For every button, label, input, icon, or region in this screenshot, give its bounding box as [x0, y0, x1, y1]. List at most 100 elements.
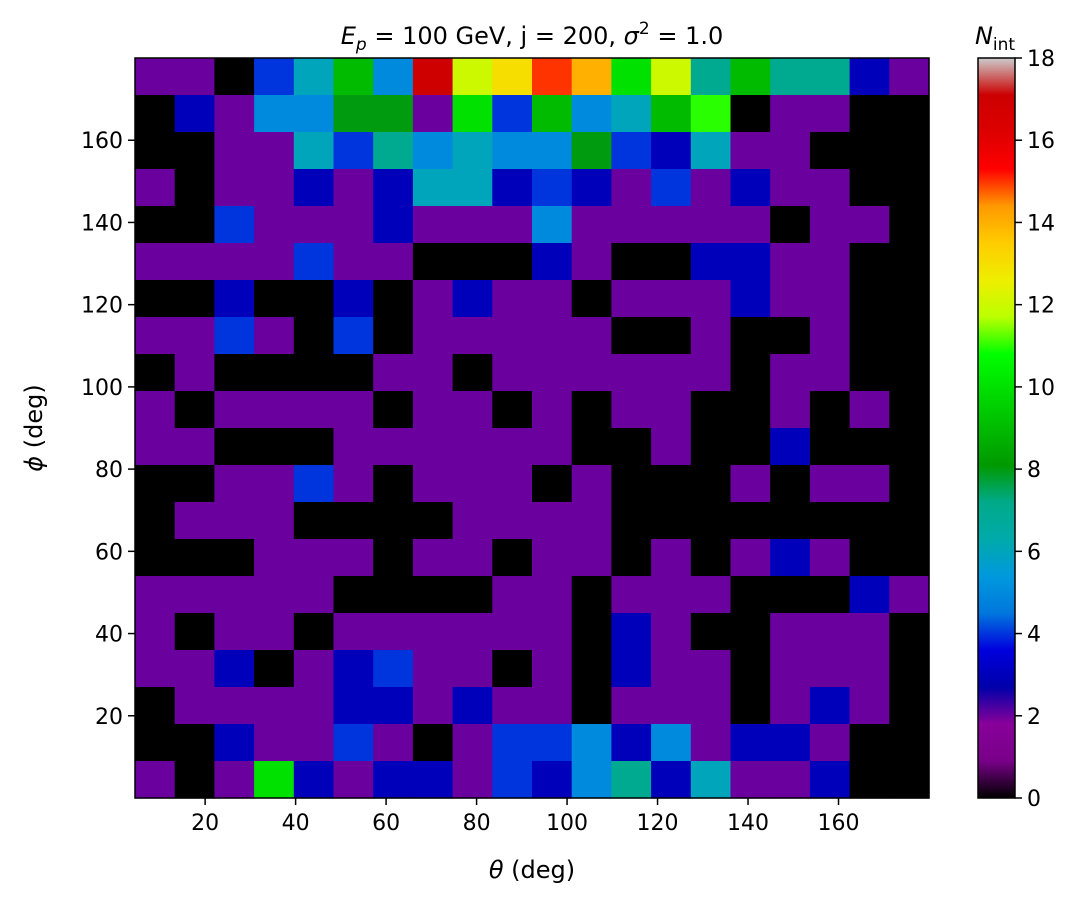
heatmap-cell — [770, 132, 811, 170]
heatmap-cell — [730, 58, 771, 96]
heatmap-cell — [254, 95, 295, 133]
heatmap-cell — [333, 687, 374, 725]
heatmap-cell — [214, 539, 255, 577]
heatmap-cell — [770, 391, 811, 429]
heatmap-cell — [889, 428, 930, 466]
heatmap-cell — [611, 317, 652, 355]
heatmap-cell — [214, 280, 255, 318]
heatmap-cell — [690, 132, 732, 170]
heatmap-cell — [412, 539, 454, 577]
heatmap-cell — [809, 724, 851, 762]
heatmap-cell — [730, 502, 771, 540]
heatmap-cell — [492, 280, 533, 318]
heatmap-cell — [492, 354, 533, 392]
heatmap-cell — [611, 465, 652, 503]
heatmap-cell — [770, 687, 811, 725]
heatmap-cell — [492, 687, 533, 725]
heatmap-cell — [214, 132, 255, 170]
heatmap-cell — [333, 58, 374, 96]
heatmap-cell — [571, 95, 612, 133]
heatmap-cell — [770, 95, 811, 133]
heatmap-cell — [492, 502, 533, 540]
heatmap-cell — [849, 539, 890, 577]
heatmap-cell — [889, 613, 930, 651]
x-tick-label: 60 — [372, 811, 400, 836]
heatmap-cell — [571, 650, 612, 688]
heatmap-cell — [651, 243, 692, 281]
heatmap-cell — [254, 502, 295, 540]
heatmap-cell — [174, 650, 215, 688]
heatmap-cell — [809, 206, 851, 244]
heatmap-cell — [571, 539, 612, 577]
heatmap-cell — [889, 687, 930, 725]
heatmap-cell — [889, 95, 930, 133]
heatmap-cell — [412, 206, 454, 244]
heatmap-cell — [690, 687, 732, 725]
x-tick-label: 140 — [727, 811, 769, 836]
heatmap-cell — [532, 761, 573, 799]
heatmap-cell — [571, 724, 612, 762]
heatmap-cell — [651, 650, 692, 688]
x-tick-label: 100 — [546, 811, 588, 836]
heatmap-cell — [809, 354, 851, 392]
heatmap-cell — [809, 58, 851, 96]
heatmap-cell — [571, 465, 612, 503]
heatmap-cell — [492, 539, 533, 577]
heatmap-cell — [452, 613, 493, 651]
heatmap-cell — [135, 206, 176, 244]
heatmap-cell — [492, 169, 533, 207]
heatmap-cell — [174, 539, 215, 577]
heatmap-cell — [889, 317, 930, 355]
heatmap-cell — [849, 58, 890, 96]
heatmap-cell — [452, 132, 493, 170]
heatmap-cell — [174, 613, 215, 651]
colorbar-label: Nint — [975, 22, 1015, 55]
heatmap-cell — [809, 539, 851, 577]
heatmap-cell — [214, 206, 255, 244]
heatmap-cell — [849, 650, 890, 688]
heatmap-cell — [849, 465, 890, 503]
heatmap-cell — [651, 576, 692, 614]
heatmap-cell — [571, 391, 612, 429]
heatmap-cell — [730, 650, 771, 688]
heatmap-cell — [135, 354, 176, 392]
heatmap-cell — [730, 206, 771, 244]
heatmap-cell — [690, 761, 732, 799]
heatmap-cell — [651, 132, 692, 170]
heatmap-cell — [293, 243, 335, 281]
heatmap-cell — [333, 761, 374, 799]
heatmap-cell — [293, 687, 335, 725]
heatmap-cell — [135, 687, 176, 725]
heatmap-cell — [492, 613, 533, 651]
heatmap-cell — [770, 58, 811, 96]
heatmap-cell — [730, 243, 771, 281]
heatmap-cell — [770, 206, 811, 244]
heatmap-cell — [889, 354, 930, 392]
heatmap-cell — [690, 317, 732, 355]
heatmap-cell — [651, 95, 692, 133]
heatmap-cell — [135, 761, 176, 799]
heatmap-cell — [254, 354, 295, 392]
heatmap-cell — [889, 724, 930, 762]
heatmap-cell — [690, 502, 732, 540]
chart-title: Ep = 100 GeV, j = 200, σ2 = 1.0 — [341, 19, 724, 55]
heatmap-cell — [135, 243, 176, 281]
heatmap-cell — [293, 613, 335, 651]
y-axis-label: ϕ (deg) — [20, 384, 48, 471]
heatmap-cell — [412, 169, 454, 207]
heatmap-cell — [532, 576, 573, 614]
heatmap-cell — [690, 58, 732, 96]
heatmap-cell — [452, 465, 493, 503]
heatmap-cell — [532, 243, 573, 281]
x-tick-label: 20 — [191, 811, 219, 836]
heatmap-cell — [373, 576, 414, 614]
heatmap-cell — [373, 58, 414, 96]
heatmap-cell — [532, 391, 573, 429]
heatmap-cell — [452, 428, 493, 466]
heatmap-cell — [333, 502, 374, 540]
heatmap-cell — [333, 95, 374, 133]
heatmap-cell — [889, 132, 930, 170]
heatmap-cell — [452, 539, 493, 577]
heatmap-cell — [730, 613, 771, 651]
heatmap-cell — [889, 243, 930, 281]
